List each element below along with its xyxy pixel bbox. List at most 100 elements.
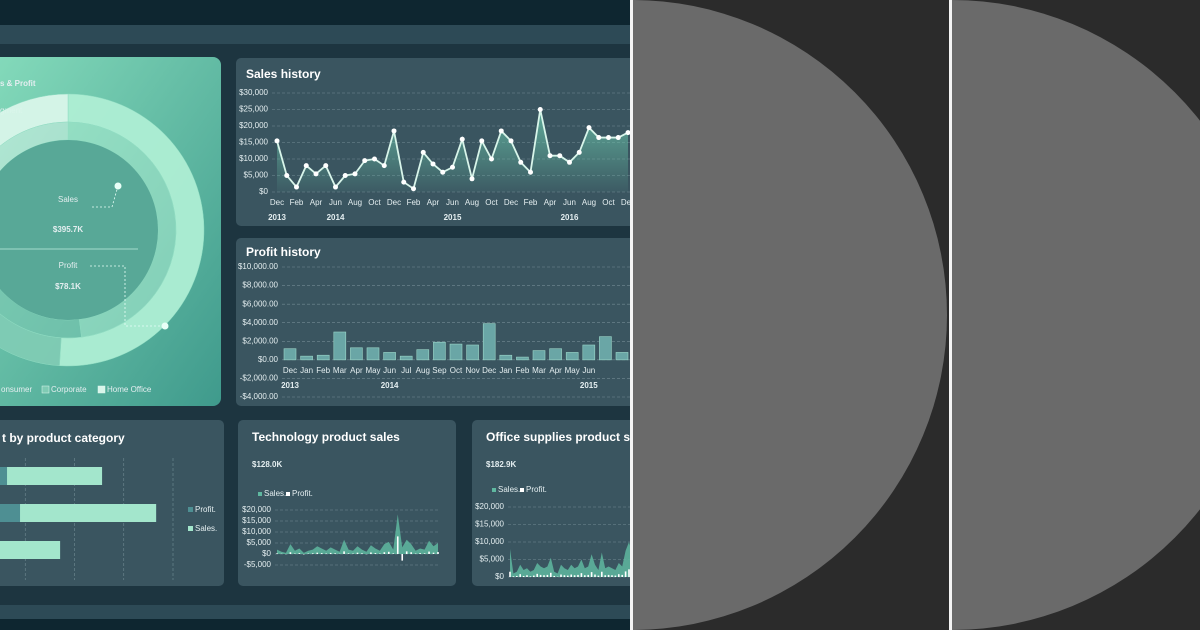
x-tick-label: Feb (516, 366, 530, 375)
bar (316, 552, 319, 554)
x-tick-label: Apr (549, 366, 562, 375)
bar (283, 348, 297, 361)
point (537, 107, 543, 112)
bar (370, 552, 372, 554)
bar (533, 575, 535, 577)
year-label: 2015 (444, 213, 462, 222)
legend-label: Profit. (292, 489, 313, 498)
bar (539, 574, 542, 577)
divider (630, 0, 633, 630)
bar (392, 553, 395, 554)
bar (615, 352, 629, 361)
x-tick-label: Oct (485, 198, 498, 207)
x-tick-label: Oct (602, 198, 615, 207)
bar (383, 352, 396, 361)
y-tick-label: -$2,000.00 (240, 374, 279, 383)
bar (405, 551, 408, 554)
point (294, 184, 299, 190)
point (547, 153, 553, 159)
legend-label: onsumer (1, 385, 32, 394)
kpi-value: $128.0K (252, 460, 282, 469)
x-tick-label: Feb (407, 198, 421, 207)
x-tick-label: Jun (582, 366, 595, 375)
bar (509, 571, 511, 577)
point (420, 149, 426, 155)
bar (329, 552, 332, 554)
x-tick-label: Dec (270, 198, 284, 207)
bar (320, 553, 323, 554)
bar (522, 575, 525, 577)
x-tick-label: Aug (348, 198, 362, 207)
x-tick-label: Jun (383, 366, 396, 375)
bar (567, 575, 569, 577)
point (352, 171, 358, 177)
point (391, 128, 397, 134)
point (567, 159, 572, 165)
point (596, 135, 602, 141)
bar (599, 336, 612, 361)
bar (388, 551, 390, 554)
bar (0, 504, 157, 522)
x-tick-label: Apr (310, 198, 323, 207)
y-tick-label: $0 (262, 549, 271, 558)
donut-segment (0, 121, 69, 172)
y-tick-label: $2,000.00 (242, 336, 278, 345)
y-tick-label: -$5,000 (244, 560, 272, 569)
bar (597, 575, 600, 577)
donut-segment (0, 93, 69, 147)
connector (92, 185, 119, 208)
bar (570, 574, 572, 577)
y-tick-label: $10,000.00 (238, 262, 279, 271)
bar (628, 569, 630, 577)
point (381, 163, 387, 169)
point (479, 138, 485, 144)
y-tick-label: $10,000 (242, 527, 271, 536)
y-tick-label: -$4,000.00 (240, 392, 279, 401)
y-tick-label: $25,000 (239, 105, 268, 114)
kpi-value: $182.9K (486, 460, 516, 469)
point (333, 184, 338, 190)
x-tick-label: Aug (416, 366, 430, 375)
bar (316, 354, 330, 361)
y-tick-label: $15,000 (239, 138, 268, 147)
bar (560, 574, 562, 577)
bar (396, 536, 399, 554)
legend-swatch (520, 488, 524, 492)
y-tick-label: $4,000.00 (242, 318, 278, 327)
point (274, 138, 280, 144)
legend-swatch (41, 385, 50, 394)
bar (621, 574, 623, 577)
bar (289, 552, 292, 554)
point (284, 173, 290, 178)
y-tick-label: $20,000 (475, 502, 504, 511)
x-tick-label: Aug (582, 198, 596, 207)
bar (516, 356, 529, 361)
y-tick-label: $15,000 (475, 520, 504, 529)
point (342, 173, 348, 178)
y-tick-label: $6,000.00 (242, 299, 278, 308)
panel-title: Office supplies product sale (486, 430, 647, 444)
point (518, 159, 524, 165)
point (498, 128, 504, 134)
dashboard: s & ProfitgmentSales$395.7KProfit$78.1Ko… (0, 25, 647, 619)
center-value: $395.7K (53, 225, 83, 234)
bar (529, 576, 532, 577)
point (362, 158, 368, 164)
x-tick-label: Dec (387, 198, 401, 207)
bar (577, 574, 579, 577)
year-label: 2014 (381, 381, 399, 390)
center-label: Profit (59, 261, 78, 270)
bar (410, 552, 412, 554)
bar (607, 574, 610, 577)
x-tick-label: May (365, 366, 380, 375)
bar (594, 574, 596, 577)
bar (584, 575, 586, 577)
bar (419, 553, 421, 554)
x-tick-label: Apr (350, 366, 363, 375)
x-tick-label: Feb (316, 366, 330, 375)
x-tick-label: Dec (504, 198, 518, 207)
year-label: 2016 (561, 213, 579, 222)
legend-swatch (188, 526, 193, 531)
point (303, 163, 309, 169)
